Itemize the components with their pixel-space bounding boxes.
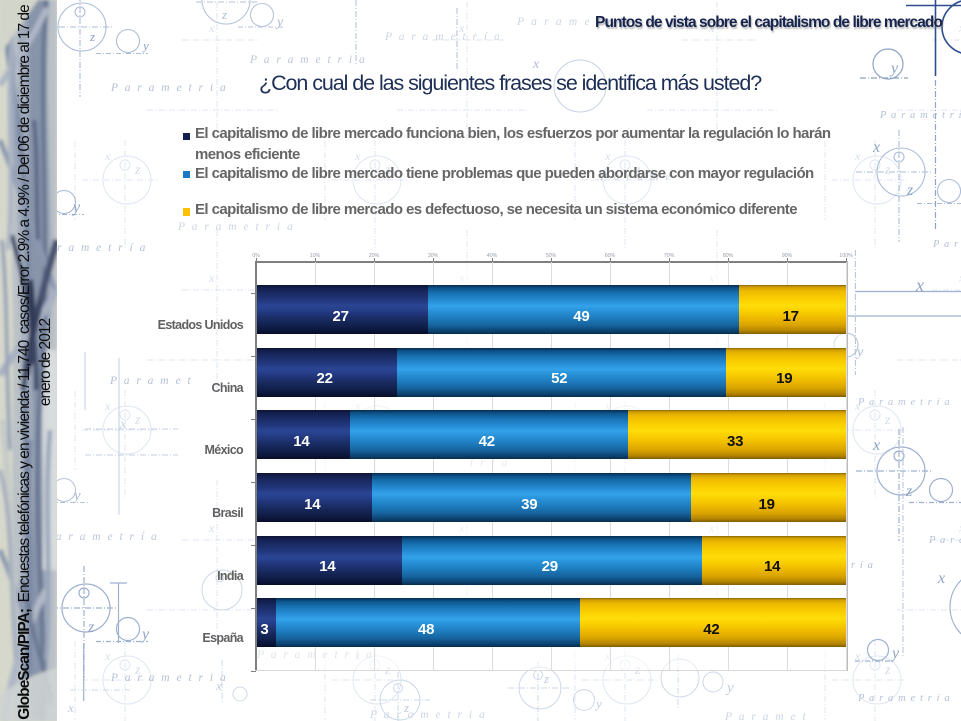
svg-text:x: x	[119, 417, 127, 432]
svg-text:y: y	[594, 696, 602, 711]
svg-text:z: z	[543, 671, 549, 686]
svg-text:y: y	[890, 645, 900, 662]
svg-text:P a r a m e t r í a: P a r a m e t r í a	[857, 693, 951, 704]
svg-text:P a r a m e t: P a r a m e t	[724, 711, 808, 721]
svg-text:P a r a m e t r i a: P a r a m e t r i a	[110, 82, 228, 94]
svg-text:y: y	[275, 15, 284, 30]
svg-text:r í a: r í a	[851, 560, 874, 571]
svg-text:y: y	[855, 345, 864, 360]
svg-text:P a r a: P a r a	[928, 535, 961, 546]
svg-text:y: y	[889, 60, 899, 77]
svg-text:P a r: P a r	[932, 239, 959, 250]
svg-text:y: y	[140, 626, 150, 643]
svg-text:x: x	[915, 275, 924, 295]
svg-text:P a r a m e: P a r a m e	[599, 171, 673, 183]
svg-text:P a r a m e t r i a: P a r a m e t r i a	[110, 672, 228, 684]
svg-text:z: z	[221, 7, 227, 22]
svg-text:x: x	[532, 57, 540, 72]
svg-text:P a r a m e t r í a: P a r a m e t r í a	[41, 531, 159, 543]
svg-text:x: x	[937, 570, 945, 587]
svg-text:P a r a m e t r i: P a r a m e t r i	[516, 16, 624, 28]
svg-text:y: y	[72, 488, 81, 504]
svg-text:y: y	[71, 199, 81, 216]
svg-text:z: z	[403, 700, 409, 715]
svg-text:z: z	[906, 182, 914, 199]
svg-text:x: x	[67, 700, 74, 715]
svg-text:P a r a m e t: P a r a m e t	[109, 375, 193, 387]
svg-text:r a m e t r í a: r a m e t r í a	[57, 242, 147, 254]
svg-text:P a r a m e t r í a: P a r a m e t r í a	[384, 31, 502, 43]
svg-text:y: y	[141, 38, 149, 53]
svg-text:P a r a m e t r í a: P a r a m e t r í a	[879, 110, 961, 121]
svg-text:P a r a m e t r i a: P a r a m e t r i a	[249, 54, 367, 66]
svg-text:z: z	[89, 29, 95, 44]
svg-text:x: x	[215, 678, 222, 693]
svg-text:P a r a m e t r í a: P a r a m e t r í a	[857, 397, 951, 408]
svg-text:z: z	[87, 619, 95, 636]
svg-text:z: z	[905, 483, 913, 500]
svg-text:x: x	[872, 437, 880, 454]
svg-text:P a r a m e t r i a: P a r a m e t r i a	[369, 709, 487, 721]
svg-text:x: x	[872, 139, 880, 156]
svg-text:y: y	[725, 680, 734, 696]
svg-text:P a r a m e t r i a: P a r a m e t r i a	[177, 221, 295, 233]
